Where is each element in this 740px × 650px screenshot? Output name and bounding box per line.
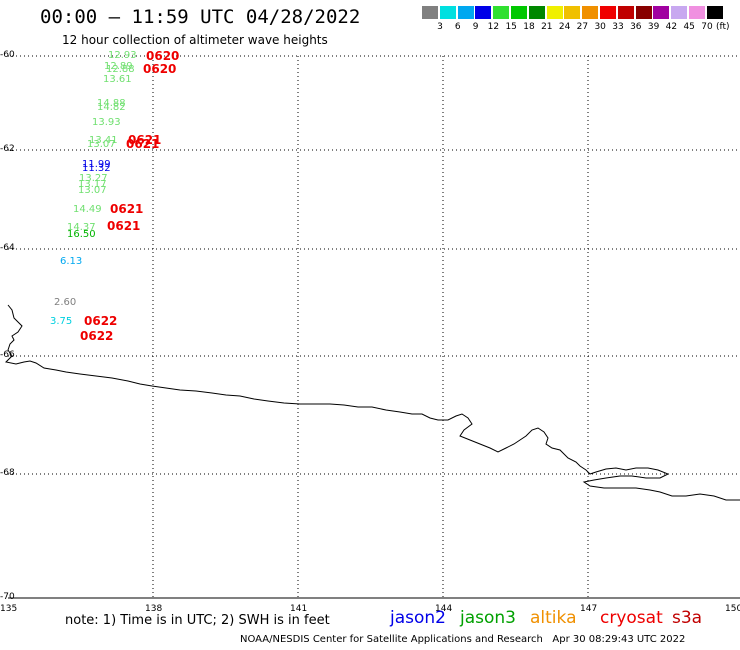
wave-height-value: 13.41	[89, 135, 118, 146]
scale-swatch	[546, 6, 563, 19]
wave-height-value: 13.17	[78, 179, 107, 190]
pass-time-label: 0621	[110, 202, 144, 216]
satellite-legend-altika: altika	[530, 608, 577, 628]
wave-height-value: 13.07	[87, 139, 116, 150]
wave-height-value: 3.75	[50, 316, 73, 327]
pass-time-label: 0622	[80, 329, 114, 343]
scale-swatch	[582, 6, 599, 19]
scale-swatch	[635, 6, 652, 19]
scale-label: 33	[612, 22, 624, 32]
scale-label: 42	[665, 22, 678, 32]
credit-line: NOAA/NESDIS Center for Satellite Applica…	[240, 634, 686, 645]
scale-label: 15	[505, 22, 517, 32]
scale-label: 36	[630, 22, 642, 32]
wave-height-value: 14.49	[73, 204, 102, 215]
latitude-label: -70	[0, 592, 15, 602]
map-subtitle: 12 hour collection of altimeter wave hei…	[62, 33, 328, 47]
scale-label: 39	[647, 22, 660, 32]
wave-height-value: 14.37	[67, 222, 96, 233]
wave-height-value: 16.50	[67, 229, 96, 240]
wave-height-value: 12.89	[104, 61, 133, 72]
scale-swatch	[475, 6, 492, 19]
scale-swatch	[653, 6, 670, 19]
graticule	[8, 55, 740, 599]
scale-swatch	[617, 6, 634, 19]
scale-label: 70	[701, 22, 713, 32]
latitude-label: -64	[0, 243, 15, 253]
scale-label: 12	[487, 22, 500, 32]
scale-swatch	[422, 6, 438, 19]
scale-label: 27	[576, 22, 589, 32]
longitude-label: 150	[725, 604, 740, 614]
scale-label: 30	[594, 22, 606, 32]
wave-height-value: 13.27	[79, 173, 108, 184]
wave-height-value: 12.93	[108, 50, 137, 61]
scale-swatch	[493, 6, 510, 19]
longitude-label: 138	[145, 604, 163, 614]
scale-swatch	[689, 6, 705, 19]
longitude-label: 141	[290, 604, 308, 614]
pass-time-label: 0622	[84, 314, 118, 328]
pass-time-label: 0620	[143, 62, 177, 76]
scale-swatch	[671, 6, 688, 19]
scale-swatch	[439, 6, 456, 19]
scale-swatch	[706, 6, 723, 19]
longitude-label: 144	[435, 604, 453, 614]
scale-swatch	[528, 6, 545, 19]
latitude-label: -62	[0, 144, 15, 154]
longitude-label: 147	[580, 604, 598, 614]
scale-swatch	[457, 6, 474, 19]
units-note: note: 1) Time is in UTC; 2) SWH is in fe…	[65, 613, 330, 628]
scale-swatch	[564, 6, 581, 19]
pass-time-label: 0620	[146, 49, 180, 63]
wave-height-value: 14.88	[97, 98, 126, 109]
scale-label: 24	[558, 22, 571, 32]
wave-height-value: 13.07	[78, 185, 107, 196]
scale-unit-label: (ft)	[716, 22, 730, 32]
scale-label: 9	[472, 22, 479, 32]
scale-swatch	[600, 6, 616, 19]
map-title: 00:00 – 11:59 UTC 04/28/2022	[40, 6, 361, 28]
longitude-label: 135	[0, 604, 18, 614]
scale-label: 6	[454, 22, 461, 32]
latitude-label: -60	[0, 50, 15, 60]
satellite-legend-cryosat: cryosat	[600, 608, 663, 628]
wave-height-value: 13.93	[92, 117, 121, 128]
scale-label: 45	[683, 22, 695, 32]
pass-time-label: 0621	[107, 219, 141, 233]
satellite-legend-jason2: jason2	[390, 608, 446, 628]
scale-label: 3	[437, 22, 443, 32]
pass-time-label: 0621	[128, 133, 162, 147]
wave-height-value: 12.88	[106, 64, 135, 75]
scale-swatch	[511, 6, 527, 19]
wave-height-value: 6.13	[60, 256, 83, 267]
pass-time-label: 0621	[126, 137, 160, 151]
scale-label: 21	[541, 22, 553, 32]
latitude-label: -66	[0, 350, 15, 360]
wave-height-value: 11.32	[82, 163, 111, 174]
wave-height-value: 2.60	[54, 297, 77, 308]
wave-height-value: 13.61	[103, 74, 132, 85]
scale-label: 18	[523, 22, 535, 32]
satellite-legend-jason3: jason3	[460, 608, 516, 628]
wave-height-value: 14.82	[97, 102, 126, 113]
satellite-legend-s3a: s3a	[672, 608, 703, 628]
antarctic-coastline	[4, 304, 740, 501]
latitude-label: -68	[0, 468, 15, 478]
wave-height-value: 11.99	[82, 159, 111, 170]
